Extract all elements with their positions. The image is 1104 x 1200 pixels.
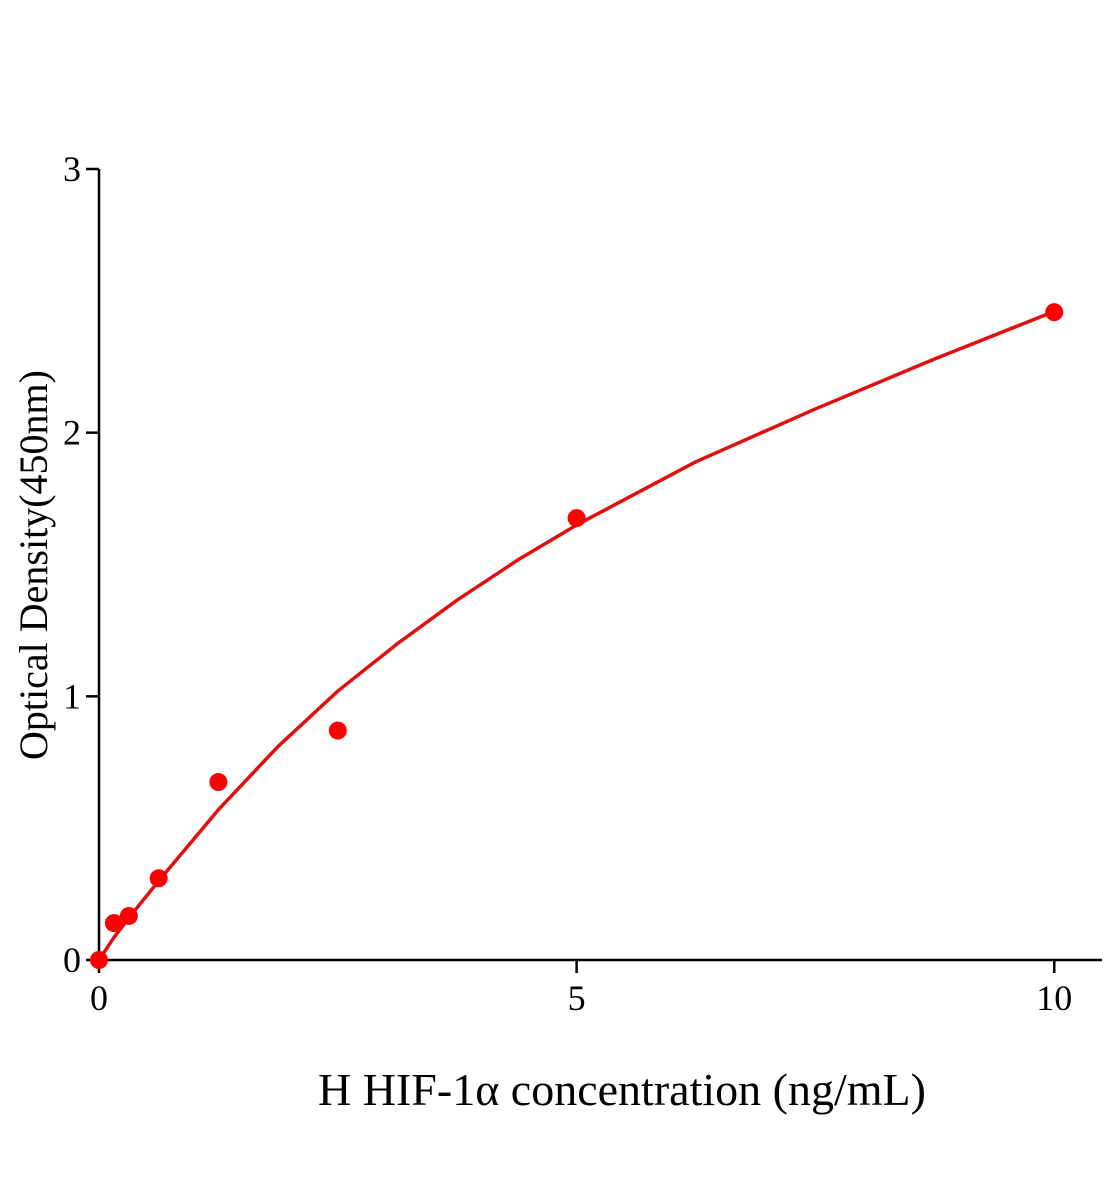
data-point bbox=[567, 509, 586, 528]
data-point bbox=[119, 906, 138, 925]
x-axis-label: H HIF-1α concentration (ng/mL) bbox=[318, 1064, 926, 1115]
y-tick-label: 0 bbox=[63, 940, 81, 980]
y-tick-label: 1 bbox=[63, 676, 81, 716]
x-tick-label: 0 bbox=[90, 978, 108, 1018]
data-point bbox=[1045, 303, 1064, 322]
data-point bbox=[104, 914, 123, 933]
x-tick-label: 5 bbox=[568, 978, 586, 1018]
y-tick-label: 2 bbox=[63, 413, 81, 453]
data-point bbox=[149, 869, 168, 888]
y-tick-label: 3 bbox=[63, 149, 81, 189]
data-point bbox=[90, 951, 108, 969]
fit-curve bbox=[97, 309, 1055, 961]
data-point bbox=[209, 773, 228, 792]
y-axis-label: Optical Density(450nm) bbox=[11, 370, 56, 760]
data-point bbox=[328, 721, 347, 740]
x-tick-label: 10 bbox=[1036, 978, 1072, 1018]
